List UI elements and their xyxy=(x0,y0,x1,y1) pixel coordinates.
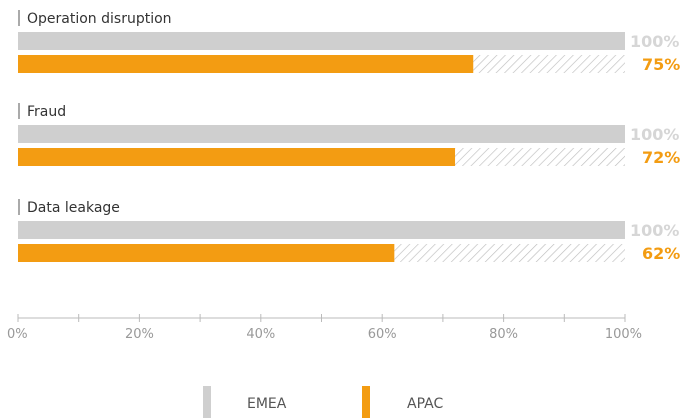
legend: EMEA APAC xyxy=(203,386,443,418)
value-label-emea-data-leakage: 100% xyxy=(630,221,679,240)
value-label-apac-operation-disruption: 75% xyxy=(642,55,680,74)
bar-remainder-data-leakage xyxy=(394,244,625,262)
category-label-fraud: Fraud xyxy=(27,104,66,120)
bar-remainder-fraud xyxy=(455,148,625,166)
category-label-operation-disruption: Operation disruption xyxy=(27,11,172,27)
x-tick-label: 20% xyxy=(125,327,154,342)
bar-emea-data-leakage xyxy=(18,221,625,239)
bar-apac-operation-disruption xyxy=(18,55,474,73)
x-tick-label: 60% xyxy=(368,327,397,342)
legend-label-apac: APAC xyxy=(407,396,443,412)
value-label-emea-operation-disruption: 100% xyxy=(630,32,679,51)
bar-remainder-operation-disruption xyxy=(473,55,625,73)
x-tick-label: 80% xyxy=(489,327,518,342)
bar-emea-operation-disruption xyxy=(18,32,625,50)
legend-swatch-emea xyxy=(203,386,211,418)
bar-emea-fraud xyxy=(18,125,625,143)
legend-swatch-apac xyxy=(362,386,370,418)
bar-apac-data-leakage xyxy=(18,244,395,262)
value-label-apac-fraud: 72% xyxy=(642,148,680,167)
x-tick-label: 100% xyxy=(605,327,642,342)
category-label-data-leakage: Data leakage xyxy=(27,200,120,216)
x-tick-label: 40% xyxy=(246,327,275,342)
value-label-emea-fraud: 100% xyxy=(630,125,679,144)
x-tick-label: 0% xyxy=(7,327,28,342)
bar-apac-fraud xyxy=(18,148,456,166)
value-label-apac-data-leakage: 62% xyxy=(642,244,680,263)
bars-layer: Operation disruption 100% 75% Fraud 100% 72% D… xyxy=(18,10,680,263)
x-axis: 0% 20% 40% 60% 80% 100% xyxy=(7,314,642,342)
legend-label-emea: EMEA xyxy=(247,396,287,412)
